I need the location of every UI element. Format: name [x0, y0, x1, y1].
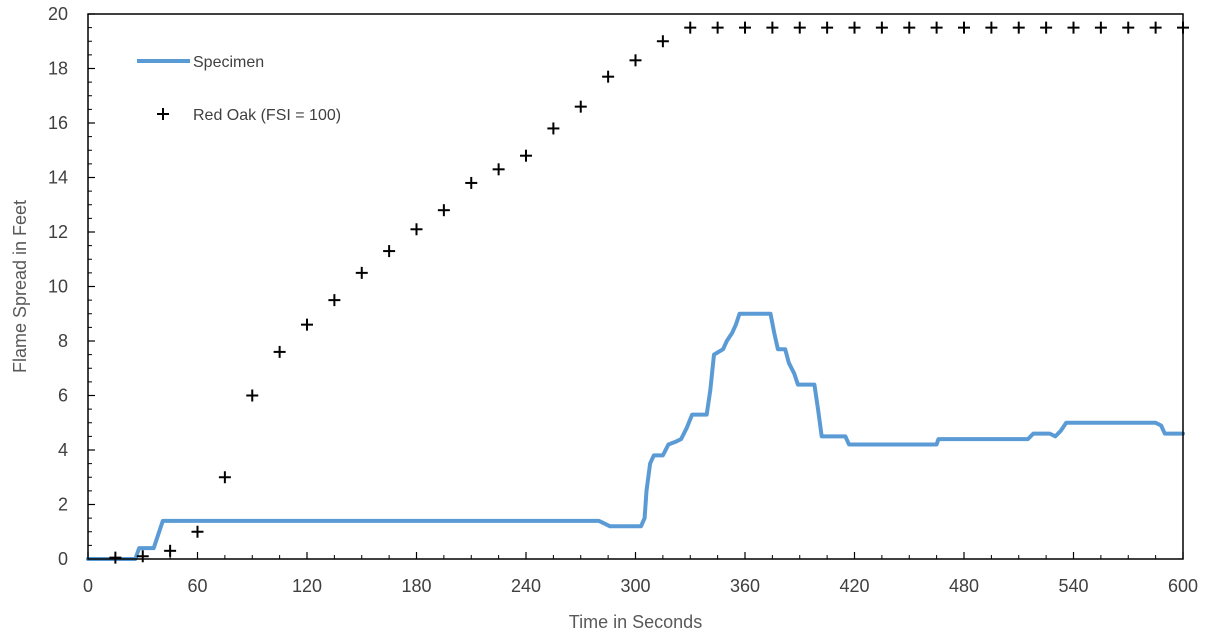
data-point-marker: [136, 550, 149, 563]
data-point-marker: [437, 204, 450, 217]
data-point-marker: [930, 21, 943, 34]
x-tick-label: 0: [83, 576, 93, 596]
y-tick-label: 10: [48, 277, 68, 297]
data-point-marker: [1012, 21, 1025, 34]
legend-label-specimen: Specimen: [193, 54, 264, 71]
data-point-marker: [328, 294, 341, 307]
data-point-marker: [301, 318, 313, 331]
x-tick-label: 600: [1168, 576, 1198, 596]
data-point-marker: [821, 21, 834, 34]
legend-label-red-oak: Red Oak (FSI = 100): [193, 107, 341, 124]
y-tick-label: 8: [58, 331, 68, 351]
series-red-oak-markers: [109, 21, 1189, 564]
plot-series: [86, 21, 1189, 564]
x-tick-label: 240: [511, 576, 541, 596]
plot-area-frame: [87, 13, 1184, 560]
data-point-marker: [410, 223, 423, 236]
data-point-marker: [1040, 21, 1053, 34]
data-point-marker: [766, 21, 779, 34]
x-tick-label: 180: [401, 576, 431, 596]
data-point-marker: [985, 21, 998, 34]
data-point-marker: [711, 21, 724, 34]
data-point-marker: [656, 35, 669, 48]
y-tick-label: 20: [48, 4, 68, 24]
data-point-marker: [547, 122, 560, 135]
y-tick-label: 16: [48, 113, 68, 133]
y-tick-label: 18: [48, 59, 68, 79]
axis-ticks: [87, 13, 1184, 560]
data-point-marker: [465, 176, 478, 189]
data-point-marker: [383, 245, 396, 258]
x-tick-label: 300: [620, 576, 650, 596]
x-tick-label: 420: [839, 576, 869, 596]
data-point-marker: [1094, 21, 1107, 34]
data-point-marker: [958, 21, 970, 34]
x-tick-label: 480: [949, 576, 979, 596]
legend-swatch-red-oak: [157, 108, 169, 120]
data-point-marker: [684, 21, 697, 34]
data-point-marker: [602, 70, 615, 83]
y-tick-label: 2: [58, 495, 68, 515]
data-point-marker: [1067, 21, 1080, 34]
y-axis-title: Flame Spread in Feet: [10, 200, 30, 373]
legend: Specimen Red Oak (FSI = 100): [137, 54, 341, 124]
data-point-marker: [903, 21, 916, 34]
data-point-marker: [246, 389, 259, 402]
data-point-marker: [164, 544, 177, 557]
y-tick-label: 4: [58, 440, 68, 460]
x-tick-label: 540: [1058, 576, 1088, 596]
x-tick-label: 120: [292, 576, 322, 596]
data-point-marker: [355, 266, 368, 279]
y-tick-label: 12: [48, 222, 68, 242]
data-point-marker: [848, 21, 861, 34]
data-point-marker: [191, 525, 204, 538]
data-point-marker: [1149, 21, 1162, 34]
data-point-marker: [218, 471, 231, 484]
x-tick-label: 60: [187, 576, 207, 596]
data-point-marker: [875, 21, 888, 34]
data-point-marker: [273, 345, 286, 358]
y-tick-label: 6: [58, 386, 68, 406]
y-tick-label: 14: [48, 168, 68, 188]
data-point-marker: [739, 21, 751, 34]
data-point-marker: [574, 100, 587, 113]
series-specimen-line: [86, 311, 1185, 561]
y-tick-label: 0: [58, 549, 68, 569]
x-tick-label: 360: [730, 576, 760, 596]
x-axis-title: Time in Seconds: [569, 612, 702, 632]
data-point-marker: [520, 149, 532, 162]
data-point-marker: [1122, 21, 1135, 34]
data-point-marker: [629, 54, 642, 67]
tick-labels: 0 60 120 180 240 300 360 420 480 540 600 0 2 4 6 8 10 12 1…: [48, 4, 1198, 596]
data-point-marker: [109, 551, 122, 564]
data-point-marker: [793, 21, 806, 34]
data-point-marker: [492, 163, 505, 176]
